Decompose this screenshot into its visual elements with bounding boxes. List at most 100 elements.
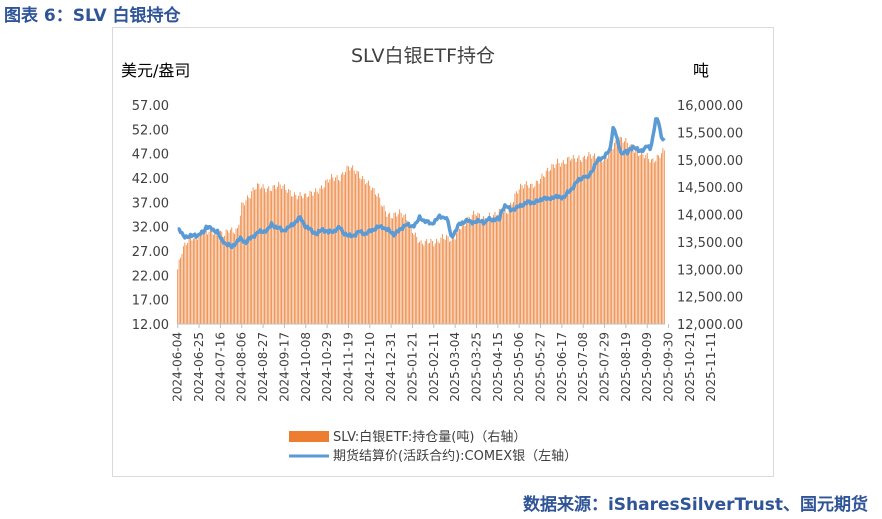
- holdings-bar: [649, 162, 651, 324]
- left-tick-label: 42.00: [132, 172, 169, 187]
- holdings-bar: [389, 212, 391, 324]
- x-tick-label: 2025-05-06: [512, 332, 526, 402]
- x-tick-label: 2025-03-04: [448, 332, 462, 402]
- holdings-bar: [210, 226, 211, 324]
- holdings-bar: [227, 230, 228, 324]
- holdings-bar: [646, 152, 648, 324]
- holdings-bar: [426, 238, 428, 324]
- holdings-bar: [534, 186, 536, 324]
- holdings-bar: [511, 204, 513, 324]
- holdings-bar: [496, 215, 497, 324]
- holdings-bar: [424, 240, 426, 324]
- holdings-bar: [412, 232, 413, 324]
- legend-bar-swatch: [289, 431, 329, 442]
- holdings-bar: [321, 185, 322, 324]
- holdings-bar: [446, 235, 448, 324]
- holdings-bar: [498, 208, 500, 324]
- holdings-bar: [375, 194, 376, 324]
- holdings-bar: [369, 185, 371, 324]
- x-tick-label: 2025-06-17: [555, 332, 569, 402]
- holdings-bar: [352, 165, 354, 324]
- holdings-bars: [177, 136, 665, 324]
- source-note: 数据来源：iSharesSilverTrust、国元期货: [522, 495, 868, 515]
- holdings-bar: [514, 193, 516, 324]
- holdings-bar: [493, 214, 494, 324]
- holdings-bar: [467, 216, 469, 324]
- holdings-bar: [504, 209, 506, 324]
- legend: SLV:白银ETF:持仓量(吨)（右轴） 期货结算价(活跃合约):COMEX银（…: [289, 429, 577, 464]
- holdings-bar: [574, 158, 576, 324]
- holdings-bar: [531, 183, 533, 324]
- holdings-bar: [276, 186, 278, 324]
- holdings-bar: [524, 184, 526, 324]
- left-tick-label: 52.00: [132, 123, 169, 138]
- holdings-bar: [634, 152, 635, 324]
- holdings-bar: [345, 171, 346, 324]
- holdings-bar: [319, 188, 321, 324]
- holdings-bar: [218, 236, 220, 324]
- holdings-bar: [501, 213, 503, 324]
- holdings-bar: [416, 236, 418, 324]
- holdings-bar: [486, 221, 487, 324]
- holdings-bar: [449, 241, 450, 324]
- x-tick-label: 2024-06-25: [192, 332, 206, 402]
- holdings-bar: [598, 157, 600, 324]
- holdings-bar: [639, 154, 641, 324]
- holdings-bar: [533, 188, 534, 324]
- holdings-bar: [241, 202, 243, 324]
- holdings-bar: [541, 173, 543, 324]
- holdings-bar: [528, 187, 530, 324]
- holdings-bar: [470, 219, 472, 324]
- holdings-bar: [632, 150, 634, 324]
- holdings-bar: [500, 209, 502, 324]
- holdings-bar: [190, 235, 191, 324]
- holdings-bar: [450, 240, 452, 324]
- holdings-bar: [202, 232, 204, 324]
- holdings-bar: [527, 185, 529, 324]
- holdings-bar: [439, 243, 440, 324]
- holdings-bar: [232, 232, 234, 324]
- holdings-bar: [254, 189, 255, 324]
- holdings-bar: [558, 163, 560, 324]
- holdings-bar: [490, 216, 492, 324]
- holdings-bar: [385, 211, 386, 324]
- holdings-bar: [279, 184, 281, 324]
- holdings-bar: [187, 242, 189, 324]
- holdings-bar: [614, 142, 615, 324]
- holdings-bar: [406, 220, 408, 324]
- holdings-bar: [572, 154, 574, 324]
- holdings-bar: [249, 198, 251, 324]
- holdings-bar: [362, 175, 364, 324]
- holdings-bar: [387, 213, 389, 324]
- holdings-bar: [266, 188, 268, 324]
- holdings-bar: [494, 211, 496, 324]
- x-tick-label: 2025-07-08: [576, 332, 590, 402]
- holdings-bar: [547, 167, 549, 324]
- holdings-bar: [537, 181, 539, 324]
- holdings-bar: [208, 231, 210, 324]
- holdings-bar: [605, 156, 607, 324]
- holdings-bar: [422, 243, 423, 324]
- holdings-bar: [231, 227, 233, 324]
- holdings-bar: [343, 174, 345, 324]
- holdings-bar: [567, 157, 568, 324]
- holdings-bar: [636, 150, 638, 324]
- holdings-bar: [217, 236, 218, 324]
- right-tick-label: 13,000.00: [677, 263, 743, 278]
- holdings-bar: [433, 246, 435, 324]
- x-tick-label: 2025-10-21: [683, 332, 697, 402]
- holdings-bar: [552, 164, 554, 324]
- holdings-bar: [571, 158, 573, 324]
- holdings-bar: [542, 176, 544, 324]
- right-axis: 16,000.00 15,500.00 15,000.00 14,500.00 14,0…: [677, 99, 743, 333]
- holdings-bar: [282, 185, 284, 324]
- holdings-bar: [382, 206, 383, 324]
- holdings-bar: [434, 243, 436, 324]
- holdings-bar: [440, 237, 442, 324]
- legend-line-label: 期货结算价(活跃合约):COMEX银（左轴）: [333, 448, 577, 464]
- holdings-bar: [338, 179, 339, 324]
- holdings-bar: [431, 241, 433, 324]
- holdings-bar: [584, 155, 586, 324]
- holdings-bar: [625, 138, 627, 324]
- figure-title: 图表 6：SLV 白银持仓: [4, 6, 181, 26]
